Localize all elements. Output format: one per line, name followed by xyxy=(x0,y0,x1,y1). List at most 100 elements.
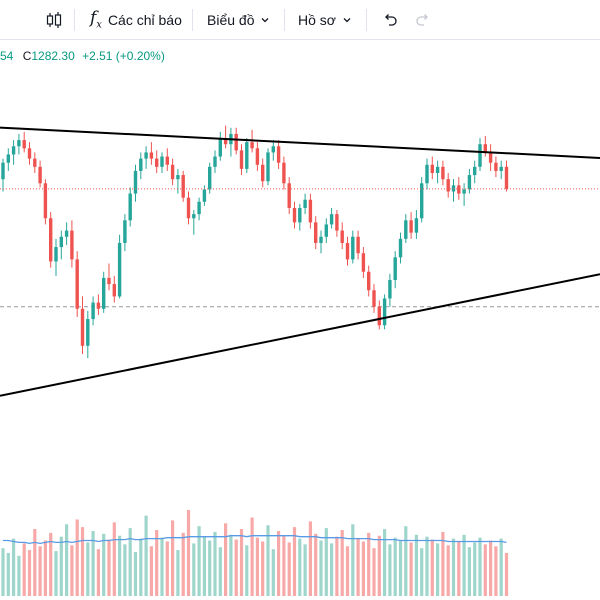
candle-body xyxy=(38,166,42,184)
volume-bar xyxy=(70,545,74,596)
legend-close-value: 1282.30 xyxy=(31,49,75,63)
volume-bar xyxy=(393,537,397,596)
candle-body xyxy=(245,142,249,169)
chevron-down-icon xyxy=(262,17,269,22)
candle-body xyxy=(457,185,461,194)
volume-bar xyxy=(420,548,424,596)
volume-bar xyxy=(27,550,32,596)
volume-bar xyxy=(494,546,498,596)
candle-body xyxy=(409,220,413,233)
volume-bar xyxy=(218,547,222,596)
volume-bar xyxy=(298,538,302,596)
volume-bar xyxy=(271,549,275,596)
volume-bar xyxy=(367,532,371,596)
candle-body xyxy=(123,220,127,243)
volume-bar xyxy=(186,509,191,596)
candle-body xyxy=(255,148,260,165)
volume-bar xyxy=(229,534,233,596)
candle-body xyxy=(292,207,297,223)
toolbar-divider xyxy=(284,9,285,31)
volume-bar xyxy=(430,539,434,596)
volume-bar xyxy=(451,538,456,596)
candle-body xyxy=(139,158,143,171)
volume-bar xyxy=(49,532,53,596)
candle-body xyxy=(96,302,101,309)
price-chart[interactable] xyxy=(0,41,600,600)
volume-bar xyxy=(483,544,487,596)
candle-body xyxy=(367,271,371,291)
candle-body xyxy=(314,222,318,243)
volume-bar xyxy=(1,548,5,596)
candles-icon xyxy=(46,11,62,28)
indicators-button[interactable]: fx Các chỉ báo xyxy=(90,0,182,39)
volume-bar xyxy=(425,536,429,596)
volume-bar xyxy=(467,547,471,596)
undo-icon xyxy=(385,13,397,26)
candle-body xyxy=(11,146,16,155)
candle-body xyxy=(388,279,392,299)
volume-bar xyxy=(478,537,482,596)
candle-body xyxy=(473,166,477,176)
volume-bar xyxy=(409,542,413,596)
volume-bar xyxy=(149,546,153,596)
volume-bar xyxy=(398,540,403,596)
candle-body xyxy=(345,242,350,260)
candle-body xyxy=(276,146,281,163)
chart-type-button[interactable] xyxy=(44,0,64,39)
candle-body xyxy=(6,154,10,163)
volume-bar xyxy=(96,549,100,596)
volume-bar xyxy=(181,532,185,596)
candle-body xyxy=(499,166,503,171)
candle-body xyxy=(393,257,397,280)
candle-body xyxy=(43,183,48,219)
candle-body xyxy=(213,156,217,167)
redo-button[interactable] xyxy=(414,0,432,39)
ohlc-legend: 54 C1282.30 +2.51 (+0.20%) xyxy=(0,49,165,63)
candle-body xyxy=(435,166,440,173)
volume-bar xyxy=(351,524,355,596)
volume-bar xyxy=(160,537,164,596)
volume-bar xyxy=(176,550,180,596)
volume-bar xyxy=(133,552,138,596)
volume-bar xyxy=(239,529,244,596)
volume-bar xyxy=(86,542,90,596)
candle-body xyxy=(467,175,472,190)
volume-bar xyxy=(489,540,493,596)
candle-body xyxy=(404,220,408,239)
volume-bar xyxy=(6,552,10,596)
candle-body xyxy=(504,166,509,189)
candle-body xyxy=(234,133,238,151)
undo-button[interactable] xyxy=(381,0,399,39)
candle-body xyxy=(102,277,106,309)
volume-bar xyxy=(165,541,169,596)
upper-trendline xyxy=(0,126,600,159)
volume-bar xyxy=(171,520,175,596)
volume-bar xyxy=(75,519,79,596)
chevron-down-icon xyxy=(343,17,351,22)
volume-bar xyxy=(356,538,360,596)
candle-body xyxy=(218,138,222,157)
candle-body xyxy=(462,189,466,194)
volume-bar xyxy=(266,525,270,596)
volume-bar xyxy=(33,529,37,596)
candle-body xyxy=(133,170,138,194)
volume-bar xyxy=(372,548,376,596)
candle-body xyxy=(186,197,191,219)
volume-bar xyxy=(261,541,265,596)
volume-bar xyxy=(123,544,127,596)
candle-body xyxy=(488,152,493,163)
profile-menu-button[interactable]: Hồ sơ xyxy=(298,0,352,39)
volume-bar xyxy=(335,536,339,596)
volume-bar xyxy=(319,540,323,596)
candle-body xyxy=(425,164,429,184)
legend-close-key: C xyxy=(22,49,32,63)
volume-bar xyxy=(144,515,148,596)
toolbar-divider xyxy=(192,9,193,31)
chart-menu-button[interactable]: Biểu đồ xyxy=(207,0,270,39)
candle-body xyxy=(483,144,487,153)
candle-body xyxy=(372,290,376,307)
volume-bar xyxy=(314,533,318,596)
volume-bar xyxy=(446,545,450,596)
volume-bar xyxy=(208,540,212,596)
candle-body xyxy=(398,238,403,258)
